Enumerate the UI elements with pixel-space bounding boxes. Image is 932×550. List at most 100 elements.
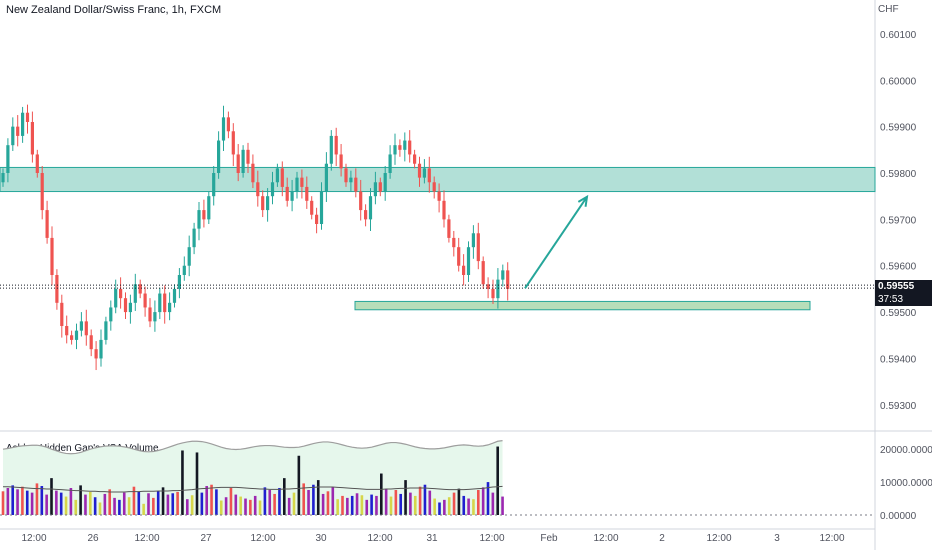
candle-body xyxy=(305,186,309,201)
volume-bar xyxy=(409,492,412,515)
volume-bar xyxy=(21,486,24,515)
candle-body xyxy=(319,191,324,224)
volume-bar xyxy=(6,488,10,515)
candle-body xyxy=(21,112,25,136)
candle-body xyxy=(442,200,446,220)
volume-bar xyxy=(229,488,233,515)
volume-bar xyxy=(341,495,344,515)
x-tick-label: 31 xyxy=(426,533,438,544)
volume-bar xyxy=(11,485,14,515)
volume-bar xyxy=(147,493,150,515)
volume-bar xyxy=(297,455,301,515)
candle-body xyxy=(364,210,368,220)
x-tick-label: 3 xyxy=(774,533,780,544)
volume-bar xyxy=(283,478,286,515)
volume-bar xyxy=(365,499,369,515)
volume-bar xyxy=(210,484,213,515)
volume-bar xyxy=(16,489,19,515)
candle-body xyxy=(94,349,98,359)
volume-bar xyxy=(355,493,359,515)
candle-body xyxy=(172,288,177,303)
x-tick-label: 12:00 xyxy=(479,533,504,544)
volume-bar xyxy=(428,490,432,515)
volume-bar xyxy=(142,503,145,515)
candle-body xyxy=(452,237,456,248)
volume-bar xyxy=(472,499,475,515)
volume-bar xyxy=(1,491,5,515)
candle-body xyxy=(119,288,123,299)
volume-bar xyxy=(438,502,441,515)
volume-bar xyxy=(370,494,373,515)
volume-bar xyxy=(326,491,330,515)
x-tick-label: 12:00 xyxy=(21,533,46,544)
volume-bar xyxy=(215,489,218,515)
candle-body xyxy=(329,135,333,164)
candle-body xyxy=(481,261,485,285)
y-tick-label: 0.60100 xyxy=(880,30,917,41)
candle-body xyxy=(158,293,162,313)
x-tick-label: 12:00 xyxy=(593,533,618,544)
candle-body xyxy=(231,131,235,155)
candle-body xyxy=(324,163,328,192)
candle-body xyxy=(334,135,338,155)
volume-bar xyxy=(84,494,87,515)
candle-body xyxy=(427,168,431,183)
candle-body xyxy=(373,182,377,197)
candle-body xyxy=(50,237,54,275)
candle-body xyxy=(315,214,319,224)
candle-body xyxy=(168,302,172,313)
volume-bar xyxy=(137,491,141,515)
candle-body xyxy=(212,173,216,197)
volume-bar xyxy=(263,487,267,515)
volume-bar xyxy=(360,495,364,515)
volume-bar xyxy=(278,488,281,515)
volume-bar xyxy=(79,485,82,515)
volume-bar xyxy=(30,492,34,515)
candle-body xyxy=(236,154,240,173)
volume-bar xyxy=(321,493,325,515)
volume-bar xyxy=(491,492,495,515)
x-tick-label: 12:00 xyxy=(819,533,844,544)
volume-bar xyxy=(249,499,252,515)
volume-bar xyxy=(176,491,179,515)
volume-bar xyxy=(316,480,320,515)
chart-title: New Zealand Dollar/Swiss Franc, 1h, FXCM xyxy=(6,4,222,16)
y-tick-label: 0.60000 xyxy=(880,76,917,87)
candle-body xyxy=(65,326,69,336)
volume-bar xyxy=(273,493,276,515)
candle-body xyxy=(344,168,348,183)
candle-body xyxy=(256,182,260,197)
volume-bar xyxy=(25,490,29,515)
candle-body xyxy=(207,196,211,220)
volume-bar xyxy=(380,473,383,515)
volume-bar xyxy=(103,493,107,515)
candle-body xyxy=(143,293,147,308)
candle-body xyxy=(60,302,64,326)
y-tick-label: 0.59500 xyxy=(880,308,917,319)
volume-bar xyxy=(219,500,223,515)
candle-body xyxy=(290,191,294,201)
candle-body xyxy=(226,117,230,132)
volume-bar xyxy=(40,486,44,515)
x-tick-label: 12:00 xyxy=(250,533,275,544)
volume-bar xyxy=(501,496,504,515)
candle-body xyxy=(378,182,382,192)
zones xyxy=(0,166,876,311)
candle-body xyxy=(163,293,167,313)
volume-bar xyxy=(74,499,78,515)
volume-tick-label: 20000.00000 xyxy=(880,445,932,456)
candle-body xyxy=(447,219,451,238)
bar-countdown-tag: 37:53 xyxy=(875,292,932,306)
volume-bar xyxy=(375,495,378,515)
candle-body xyxy=(398,145,402,150)
volume-pane xyxy=(0,440,875,516)
volume-bar xyxy=(462,495,466,515)
volume-ma-line xyxy=(3,485,503,493)
target-arrow-head xyxy=(577,194,589,207)
volume-bar xyxy=(35,483,39,515)
volume-bar xyxy=(384,489,388,515)
candle-body xyxy=(437,191,441,201)
candle-body xyxy=(16,126,20,136)
y-tick-label: 0.59600 xyxy=(880,262,917,273)
